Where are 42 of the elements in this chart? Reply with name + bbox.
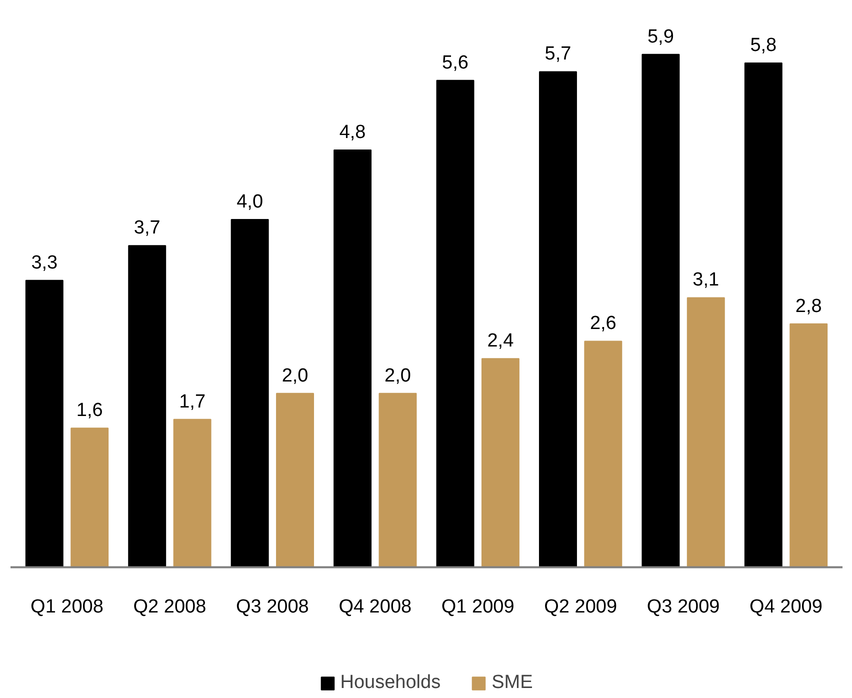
data-label: 4,0: [236, 192, 264, 213]
data-label: 5,6: [442, 52, 468, 74]
bar: [584, 340, 622, 568]
x-tick-label: Q4 2009: [750, 596, 822, 618]
data-label: 1,6: [76, 400, 103, 422]
x-tick-label: Q4 2008: [338, 596, 412, 618]
x-tick-label: Q1 2009: [441, 596, 514, 618]
bar: [334, 149, 372, 568]
x-tick-label: Q3 2009: [646, 596, 720, 618]
bar: [70, 428, 109, 568]
data-label: 2,8: [795, 296, 822, 317]
data-label: 2,0: [282, 365, 308, 386]
data-label: 3,1: [692, 270, 720, 291]
x-tick-label: Q2 2009: [544, 596, 618, 618]
legend-label: Households: [340, 672, 441, 694]
bar: [276, 392, 314, 568]
x-tick-label: Q3 2008: [236, 596, 309, 618]
data-label: 2,6: [590, 313, 616, 334]
bar: [436, 80, 474, 568]
bar: [686, 297, 725, 568]
bar: [538, 71, 577, 568]
bar: [481, 358, 520, 568]
data-label: 4,8: [339, 122, 366, 143]
data-label: 2,0: [384, 365, 411, 386]
legend-label: SME: [492, 672, 533, 694]
data-label: 5,9: [647, 26, 674, 48]
data-label: 2,4: [487, 330, 514, 352]
data-label: 3,7: [134, 218, 160, 239]
bar: [378, 392, 417, 568]
data-label: 3,3: [31, 252, 58, 274]
x-tick-label: Q1 2008: [30, 596, 104, 618]
bar: [230, 219, 269, 568]
x-tick-label: Q2 2008: [133, 596, 206, 618]
bar: [744, 62, 782, 568]
bar: [128, 245, 166, 568]
bar: [642, 54, 680, 568]
data-label: 1,7: [179, 391, 206, 412]
bar: [790, 323, 828, 568]
bar: [173, 418, 212, 568]
bar: [25, 280, 64, 568]
data-label: 5,7: [544, 44, 572, 65]
data-label: 5,8: [750, 35, 777, 56]
